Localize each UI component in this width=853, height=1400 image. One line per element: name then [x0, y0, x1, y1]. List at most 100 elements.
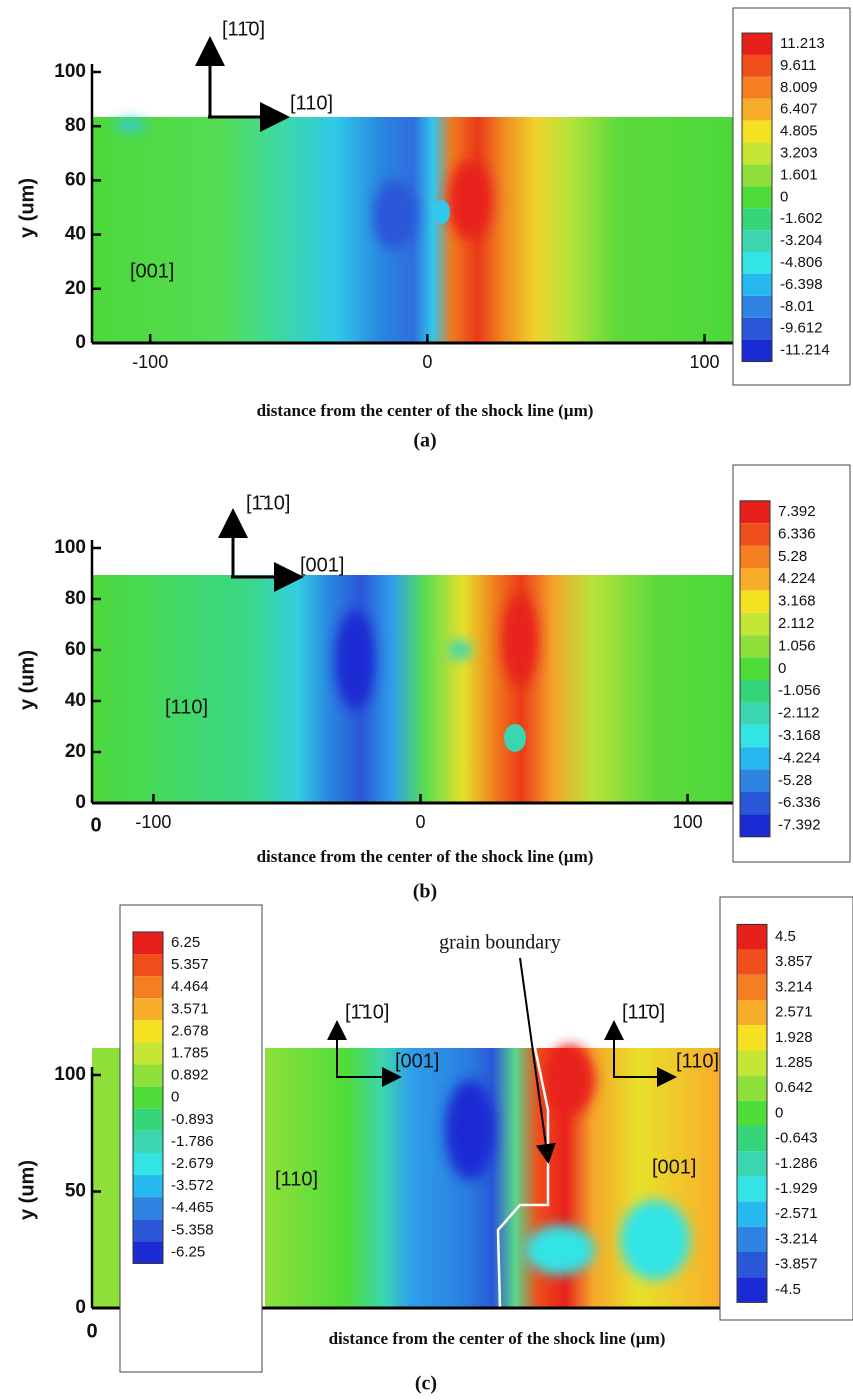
colorbar-cell — [133, 1086, 163, 1109]
y-tick-label: 0 — [75, 792, 86, 813]
direction-arrows — [195, 36, 677, 1164]
colorbar-cell — [742, 33, 772, 55]
colorbar-cell — [737, 1025, 767, 1051]
colorbar-cell — [737, 1126, 767, 1152]
x-tick-label: 0 — [416, 812, 426, 832]
colorbar-label: -2.679 — [171, 1155, 214, 1172]
colorbar-label: 2.678 — [171, 1022, 209, 1039]
y-tick-label: 0 — [75, 332, 86, 353]
colorbar-label: -1.602 — [780, 210, 823, 227]
colorbar-label: 4.224 — [778, 570, 816, 587]
colorbar-cell — [740, 612, 770, 636]
colorbar-label: -3.204 — [780, 232, 823, 249]
colorbar-label: 11.213 — [780, 35, 825, 52]
annotation: [11̄0] — [622, 1001, 665, 1023]
colorbar-label: -4.224 — [778, 749, 821, 766]
colorbar-cell — [737, 949, 767, 975]
annotation: [110] — [676, 1050, 719, 1072]
y-tick-label: 100 — [54, 1064, 86, 1085]
colorbar-label: -0.893 — [171, 1111, 214, 1128]
colorbar-cell — [133, 1130, 163, 1153]
colorbar-label: -3.572 — [171, 1177, 214, 1194]
colorbar-label: -3.214 — [775, 1230, 818, 1247]
colorbar-cell — [740, 568, 770, 591]
colorbar-cell — [740, 724, 770, 748]
annotation: [001] — [395, 1050, 439, 1072]
colorbar-cell — [133, 1241, 163, 1264]
y-tick-label: 20 — [65, 741, 86, 762]
colorbar-cell — [737, 924, 767, 950]
colorbar-cell — [740, 747, 770, 770]
colorbar-label: 3.857 — [775, 953, 813, 970]
colorbar-cell — [742, 186, 772, 209]
x-axis-label: distance from the center of the shock li… — [257, 847, 594, 866]
y-axis-label: y (um) — [16, 178, 38, 238]
colorbar-label: -3.168 — [778, 727, 821, 744]
colorbar-label: 1.056 — [778, 637, 816, 654]
colorbar-label: 9.611 — [780, 57, 816, 74]
colorbar-label: 0 — [171, 1089, 179, 1106]
colorbar-label: -3.857 — [775, 1256, 818, 1273]
field-a — [92, 117, 735, 343]
colorbar-label: -5.28 — [778, 772, 812, 789]
colorbar-label: -6.398 — [780, 276, 823, 293]
colorbar-label: 5.357 — [171, 956, 209, 973]
colorbar-cell — [742, 317, 772, 340]
colorbar-cell — [742, 98, 772, 121]
colorbar-cell — [133, 1064, 163, 1087]
colorbar-cell — [737, 1050, 767, 1076]
colorbar-label: 3.214 — [775, 978, 813, 995]
colorbar-cell — [133, 1175, 163, 1198]
colorbar-cell — [742, 273, 772, 296]
colorbar-label: -11.214 — [780, 342, 830, 359]
colorbar-label: 0 — [780, 188, 788, 205]
colorbar-label: -4.465 — [171, 1199, 214, 1216]
annotation: [001] — [130, 260, 174, 282]
colorbar-cell — [133, 1197, 163, 1220]
colorbar-cell — [133, 954, 163, 977]
colorbar-label: -7.392 — [778, 817, 821, 834]
colorbar-cell — [742, 339, 772, 362]
colorbar-cell — [133, 1042, 163, 1065]
colorbar-cell — [133, 1152, 163, 1176]
colorbar-label: 0 — [778, 660, 786, 677]
annotation: 0 — [86, 1320, 97, 1342]
y-tick-label: 0 — [75, 1297, 86, 1318]
annotation: [11̄0] — [222, 18, 265, 40]
colorbar-cell — [737, 1226, 767, 1252]
y-tick-label: 80 — [65, 115, 86, 136]
colorbar-cell — [133, 1108, 163, 1131]
y-axis-label: y (um) — [16, 1160, 38, 1220]
colorbar-cell — [740, 635, 770, 658]
colorbar-cell — [740, 792, 770, 815]
colorbar-label: 6.407 — [780, 101, 818, 118]
colorbar-label: 7.392 — [778, 503, 816, 520]
colorbar-label: 8.009 — [780, 79, 818, 96]
y-tick-label: 60 — [65, 169, 86, 190]
colorbar-label: -1.286 — [775, 1155, 818, 1172]
colorbar-cell — [742, 230, 772, 253]
caption: (c) — [415, 1373, 437, 1395]
colorbar-label: 1.928 — [775, 1029, 813, 1046]
colorbar-label: 1.285 — [775, 1054, 813, 1071]
x-tick-label: 100 — [673, 812, 703, 832]
annotation: [110] — [275, 1168, 318, 1190]
annotation: grain boundary — [439, 932, 561, 954]
annotation: [1̄10] — [246, 492, 290, 514]
x-tick-label: -100 — [135, 812, 171, 832]
y-tick-label: 80 — [65, 588, 86, 609]
colorbar-cell — [740, 523, 770, 546]
colorbar-border — [739, 500, 771, 838]
colorbar-label: -2.112 — [778, 705, 819, 722]
colorbar-label: 1.785 — [171, 1044, 209, 1061]
colorbar-cell — [740, 680, 770, 703]
colorbar-label: 5.28 — [778, 548, 807, 565]
y-tick-label: 100 — [54, 61, 86, 82]
y-axis-label: y (um) — [16, 650, 38, 710]
y-tick-label: 40 — [65, 224, 86, 245]
colorbar-label: 4.464 — [171, 978, 209, 995]
colorbar-label: -1.056 — [778, 682, 821, 699]
colorbar-cell — [740, 702, 770, 725]
colorbar-label: 3.203 — [780, 144, 818, 161]
